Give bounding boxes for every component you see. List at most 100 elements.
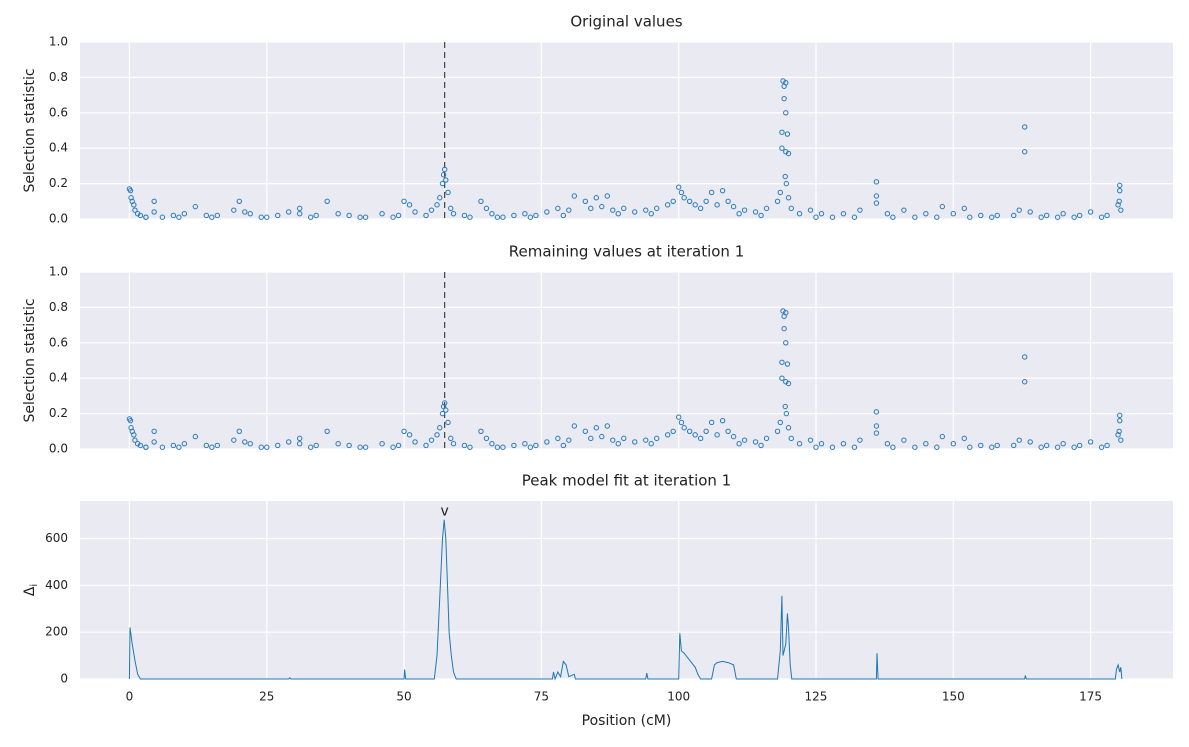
point xyxy=(390,214,396,220)
point xyxy=(615,210,621,217)
y-axis-label: Δi xyxy=(22,584,40,596)
point xyxy=(181,210,188,217)
point xyxy=(1117,187,1123,194)
point xyxy=(741,437,748,443)
point xyxy=(313,442,319,449)
point xyxy=(779,129,785,135)
point xyxy=(989,214,995,220)
point xyxy=(412,209,418,215)
point xyxy=(708,419,715,426)
point xyxy=(439,180,446,187)
point xyxy=(654,435,660,442)
point xyxy=(1016,437,1022,443)
point xyxy=(170,442,177,449)
point xyxy=(884,210,891,217)
point xyxy=(192,433,199,440)
point xyxy=(128,195,134,201)
point xyxy=(258,444,264,450)
point xyxy=(1117,182,1123,189)
point xyxy=(686,428,693,434)
point xyxy=(441,166,448,173)
point xyxy=(137,212,144,219)
point xyxy=(128,425,134,431)
point xyxy=(950,440,957,447)
point xyxy=(783,180,790,187)
point xyxy=(533,442,539,449)
y-tick-label: 0.6 xyxy=(49,335,68,349)
point xyxy=(725,428,731,434)
point xyxy=(989,444,995,450)
point xyxy=(236,428,242,434)
point xyxy=(494,444,501,450)
point xyxy=(467,214,473,220)
point xyxy=(209,444,215,450)
point xyxy=(961,205,967,212)
point xyxy=(151,209,157,215)
y-tick-label: 0.0 xyxy=(49,442,68,456)
point xyxy=(209,214,215,220)
point xyxy=(681,195,687,201)
point xyxy=(560,212,567,219)
point xyxy=(678,419,685,426)
point xyxy=(873,409,880,415)
point xyxy=(127,417,134,424)
x-tick-label: 175 xyxy=(1079,690,1102,704)
point xyxy=(741,207,748,213)
point xyxy=(703,428,709,434)
point xyxy=(395,212,402,219)
point xyxy=(467,444,473,450)
point xyxy=(714,202,720,208)
point xyxy=(151,439,157,445)
point xyxy=(781,95,787,102)
point xyxy=(275,212,281,219)
y-tick-label: 0.4 xyxy=(49,141,68,155)
point xyxy=(1117,417,1123,424)
point xyxy=(961,435,967,442)
point xyxy=(774,428,781,434)
point xyxy=(445,419,451,426)
y-tick-label: 400 xyxy=(45,578,68,592)
point xyxy=(286,439,292,445)
point xyxy=(779,359,785,365)
point xyxy=(324,198,330,205)
point xyxy=(489,210,495,217)
point xyxy=(335,440,341,447)
point xyxy=(758,212,764,219)
point xyxy=(779,145,785,151)
point xyxy=(483,435,490,442)
point xyxy=(1038,444,1044,450)
y-tick-label: 1.0 xyxy=(49,35,68,49)
panel-title: Original values xyxy=(570,13,682,31)
point xyxy=(307,444,314,450)
point xyxy=(632,439,638,445)
point xyxy=(783,340,789,346)
point xyxy=(785,425,792,431)
point xyxy=(1011,442,1017,449)
point xyxy=(437,195,443,201)
point xyxy=(143,214,149,220)
point xyxy=(203,442,210,449)
point xyxy=(571,193,578,199)
annotation: v xyxy=(441,504,449,520)
point xyxy=(912,214,918,220)
y-tick-label: 200 xyxy=(45,625,68,639)
point xyxy=(1087,439,1094,445)
point xyxy=(621,205,627,212)
point xyxy=(829,444,836,450)
point xyxy=(923,210,929,217)
point xyxy=(912,444,918,450)
x-tick-label: 25 xyxy=(259,690,274,704)
point xyxy=(450,210,457,217)
point xyxy=(774,198,781,205)
point xyxy=(522,210,528,217)
point xyxy=(873,200,880,206)
plot-area xyxy=(80,42,1173,219)
point xyxy=(511,212,517,219)
point xyxy=(461,442,468,449)
point xyxy=(950,210,957,217)
y-tick-label: 0.6 xyxy=(49,105,68,119)
point xyxy=(362,444,369,450)
point xyxy=(978,212,984,219)
y-tick-label: 0.8 xyxy=(49,300,68,314)
point xyxy=(307,214,314,220)
